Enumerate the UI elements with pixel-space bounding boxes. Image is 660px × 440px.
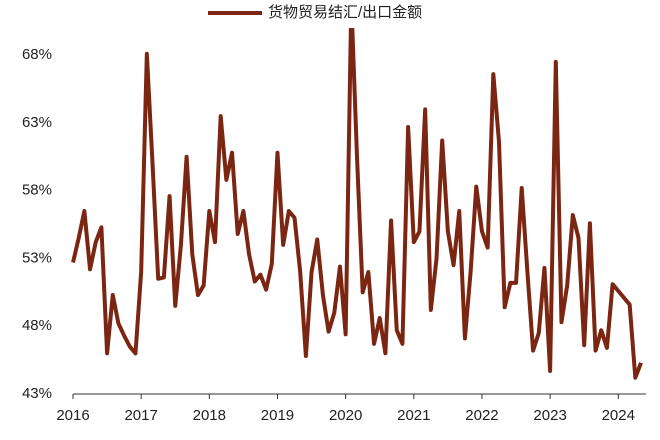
y-tick-label: 53% (22, 249, 52, 266)
y-tick-label: 48% (22, 317, 52, 334)
x-tick-label: 2024 (602, 407, 635, 424)
y-tick-label: 58% (22, 182, 52, 199)
x-tick-label: 2022 (465, 407, 498, 424)
x-tick-label: 2023 (533, 407, 566, 424)
y-tick-label: 63% (22, 114, 52, 131)
x-tick-label: 2018 (193, 407, 226, 424)
legend-label: 货物贸易结汇/出口金额 (268, 4, 422, 21)
data-line (71, 28, 643, 380)
x-tick-label: 2020 (329, 407, 362, 424)
y-tick-label: 68% (22, 46, 52, 63)
x-tick-label: 2016 (56, 407, 89, 424)
y-tick-label: 43% (22, 385, 52, 402)
x-tick-label: 2017 (124, 407, 157, 424)
x-tick-label: 2021 (397, 407, 430, 424)
x-tick-label: 2019 (261, 407, 294, 424)
